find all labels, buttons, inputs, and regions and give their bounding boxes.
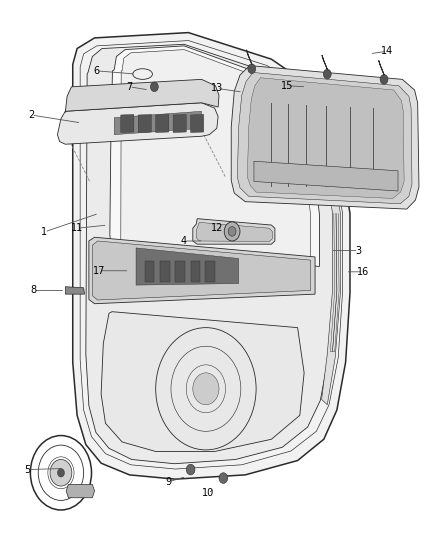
Text: 13: 13 [211,83,223,93]
Polygon shape [89,237,315,304]
Text: 1: 1 [41,227,47,237]
Polygon shape [136,248,239,285]
Circle shape [248,64,256,74]
Text: 8: 8 [30,286,36,295]
Polygon shape [193,219,275,244]
Polygon shape [66,484,95,498]
Circle shape [193,373,219,405]
Bar [191,261,200,282]
Text: 14: 14 [381,46,393,56]
Polygon shape [138,115,151,133]
Circle shape [150,82,158,92]
Polygon shape [196,222,272,241]
Text: 4: 4 [181,236,187,246]
Bar [145,261,154,282]
Polygon shape [121,50,311,261]
Polygon shape [86,44,334,464]
Polygon shape [65,287,85,294]
Polygon shape [247,78,404,198]
Text: 9: 9 [166,477,172,487]
Text: 11: 11 [71,223,83,233]
Polygon shape [57,103,218,144]
Polygon shape [110,46,319,266]
Circle shape [224,222,240,241]
Text: 10: 10 [202,489,214,498]
Circle shape [186,464,195,475]
Text: 3: 3 [356,246,362,255]
Circle shape [57,469,64,477]
Text: 6: 6 [94,66,100,76]
Circle shape [228,227,236,236]
Text: 5: 5 [24,465,30,474]
Bar [205,261,215,282]
Circle shape [219,473,228,483]
Bar [160,261,170,282]
Polygon shape [65,79,219,112]
Polygon shape [231,66,419,209]
Polygon shape [173,115,186,133]
Circle shape [380,75,388,84]
Circle shape [50,459,72,486]
Polygon shape [92,241,311,300]
Text: 7: 7 [127,82,133,92]
Polygon shape [155,115,169,133]
Polygon shape [121,115,134,133]
Text: 12: 12 [211,223,223,233]
Polygon shape [254,161,398,191]
Polygon shape [237,72,412,204]
Text: 15: 15 [280,81,293,91]
Polygon shape [321,155,340,405]
Bar [175,261,185,282]
Text: 2: 2 [28,110,34,120]
Circle shape [323,69,331,79]
Text: 17: 17 [93,266,105,276]
Polygon shape [101,312,304,451]
Text: 16: 16 [357,267,369,277]
Polygon shape [73,33,350,479]
Polygon shape [191,115,204,133]
Polygon shape [114,111,202,135]
